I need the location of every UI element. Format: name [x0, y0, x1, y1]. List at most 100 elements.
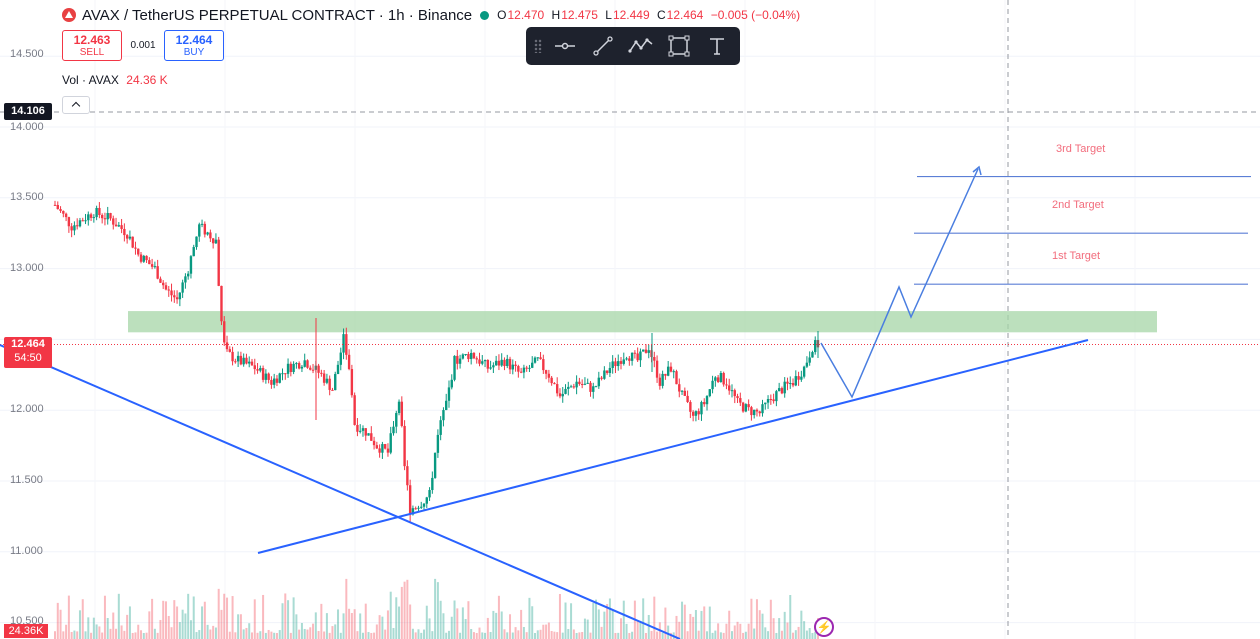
candle-body [303, 360, 306, 367]
volume-bar [692, 616, 695, 639]
volume-bar [214, 627, 217, 639]
volume-bar [744, 631, 747, 639]
volume-bar [625, 623, 628, 639]
volume-bar [570, 603, 573, 639]
volume-bar [653, 596, 656, 639]
volume-bar [103, 595, 106, 639]
candle-body [683, 390, 687, 396]
candle-body [592, 386, 595, 392]
volume-bar [217, 588, 220, 639]
volume-bar [181, 609, 184, 639]
volume-bar [597, 609, 600, 639]
drag-handle-icon[interactable] [534, 39, 542, 53]
candle-body [206, 232, 209, 235]
volume-bar [547, 622, 550, 639]
candle-body [628, 358, 631, 361]
candle-body [580, 384, 584, 386]
volume-legend[interactable]: Vol · AVAX 24.36 K [62, 73, 168, 87]
candle-body [248, 361, 251, 364]
candle-body [148, 260, 151, 265]
candle-body [225, 342, 229, 350]
volume-bar [742, 632, 745, 639]
target-label-3[interactable]: 3rd Target [1053, 143, 1109, 155]
horizontal-ray-icon[interactable] [550, 31, 580, 61]
trend-line-icon[interactable] [588, 31, 618, 61]
candle-body [522, 367, 526, 373]
volume-bar [253, 599, 256, 639]
candle-body [381, 444, 384, 453]
candle-body [281, 373, 284, 375]
candle-body [100, 215, 104, 219]
candle-body [56, 204, 59, 210]
candle-body [464, 354, 467, 356]
candle-body [395, 413, 398, 427]
candle-body [261, 368, 265, 380]
candle-body [411, 508, 415, 515]
candle-body [619, 361, 623, 364]
ohlc-readout: O12.470 H12.475 L12.449 C12.464 −0.005 (… [497, 8, 804, 22]
candle-body [475, 358, 478, 360]
candle-body [256, 369, 259, 371]
candle-body [511, 364, 514, 370]
rectangle-icon[interactable] [664, 31, 694, 61]
volume-bar [786, 622, 789, 639]
candle-body [297, 363, 301, 369]
target-label-1[interactable]: 1st Target [1049, 250, 1104, 262]
volume-bar [511, 632, 514, 639]
buy-button[interactable]: 12.464 BUY [164, 30, 224, 61]
volume-bar [337, 609, 340, 639]
candle-body [342, 334, 345, 353]
candle-body [331, 389, 334, 391]
candle-body [223, 321, 226, 343]
candle-body [766, 399, 770, 403]
path-icon[interactable] [626, 31, 656, 61]
volume-bar [353, 609, 356, 639]
collapse-legend-button[interactable] [62, 96, 90, 114]
volume-bar [689, 613, 692, 639]
candle-body [708, 389, 711, 397]
volume-bar [481, 632, 484, 639]
symbol-title[interactable]: AVAX / TetherUS PERPETUAL CONTRACT · 1h … [82, 6, 473, 24]
volume-bar [375, 624, 378, 639]
candle-body [62, 210, 65, 214]
volume-bar [506, 632, 509, 639]
candle-body [647, 350, 650, 353]
volume-bar [495, 612, 498, 639]
candle-body [167, 289, 170, 291]
volume-bar [717, 623, 720, 639]
sell-button[interactable]: 12.463 SELL [62, 30, 122, 61]
candle-body [653, 357, 656, 361]
volume-bar [262, 594, 265, 639]
volume-bar [486, 617, 489, 639]
volume-bar [775, 632, 778, 639]
candle-body [572, 386, 576, 388]
candle-body [755, 409, 759, 412]
candle-body [553, 383, 556, 385]
volume-bar [134, 632, 137, 639]
candle-body [542, 359, 545, 371]
volume-bar [586, 619, 589, 639]
volume-bar [300, 622, 303, 639]
volume-bar [367, 632, 370, 639]
volume-bar [459, 632, 462, 639]
volume-bar [359, 613, 362, 639]
candle-body [739, 398, 742, 403]
volume-bar [617, 632, 620, 639]
target-label-2[interactable]: 2nd Target [1049, 199, 1107, 211]
candle-body [658, 377, 662, 386]
volume-value: 24.36 K [126, 73, 168, 87]
price-tick: 14.000 [10, 121, 44, 133]
candle-body [87, 214, 90, 221]
candle-body [533, 357, 537, 363]
candle-body [189, 256, 193, 274]
candle-body [608, 367, 612, 373]
price-tick: 12.000 [10, 403, 44, 415]
candle-body [680, 390, 684, 392]
ascending-trendline [257, 339, 1089, 554]
volume-bar [403, 581, 406, 639]
volume-bar [289, 632, 292, 639]
text-icon[interactable] [702, 31, 732, 61]
lightning-bolt-icon[interactable]: ⚡ [814, 617, 834, 637]
candle-body [445, 400, 448, 411]
